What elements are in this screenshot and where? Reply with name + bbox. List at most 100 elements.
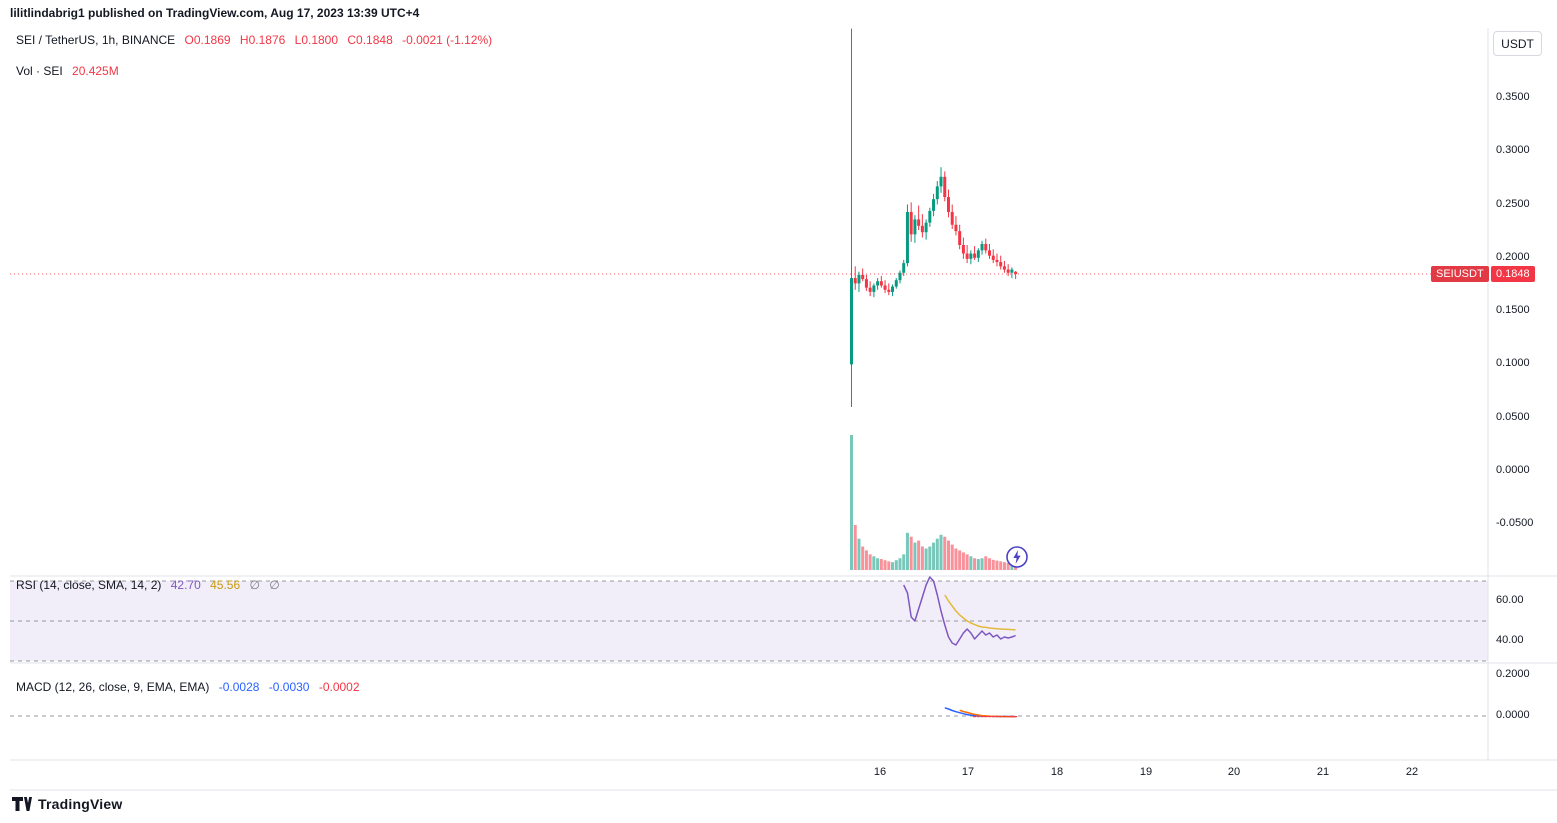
macd-title: MACD (12, 26, close, 9, EMA, EMA)	[16, 680, 210, 694]
volume-bar	[894, 560, 898, 570]
volume-bar	[857, 538, 861, 570]
volume-label: Vol · SEI	[16, 64, 63, 78]
candle-body	[861, 274, 865, 280]
volume-bar	[861, 546, 865, 570]
candle-body	[999, 262, 1003, 267]
volume-bar	[958, 550, 962, 570]
volume-bar	[905, 532, 909, 570]
volume-bar	[883, 560, 887, 570]
volume-bar	[935, 538, 939, 570]
rsi-title: RSI (14, close, SMA, 14, 2)	[16, 578, 162, 592]
candle-body	[864, 279, 868, 288]
volume-bar	[961, 552, 965, 570]
lightning-icon[interactable]	[1005, 545, 1029, 569]
volume-bar	[887, 561, 891, 570]
volume-bar	[891, 562, 895, 570]
volume-bar	[853, 525, 857, 570]
volume-bar	[950, 544, 954, 570]
time-axis-label: 21	[1316, 766, 1330, 778]
volume-bar	[879, 559, 883, 570]
ohlc-high: H0.1876	[239, 33, 286, 47]
footer-brand[interactable]: TradingView	[12, 796, 122, 812]
last-price-badge[interactable]: 0.1848	[1491, 266, 1535, 282]
symbol-title: SEI / TetherUS, 1h, BINANCE	[16, 33, 176, 47]
macd-hist-bar	[988, 716, 992, 718]
candle-body	[969, 253, 973, 259]
price-axis-label: 0.2000	[1496, 250, 1530, 263]
macd-hist-bar	[995, 716, 999, 718]
volume-bar	[984, 556, 988, 570]
macd-hist-value: -0.0028	[218, 680, 260, 694]
macd-hist-bar	[1006, 716, 1010, 718]
candle-body	[995, 259, 999, 263]
macd-hist-bar	[991, 716, 995, 718]
time-axis-label: 16	[873, 766, 887, 778]
candle-body	[887, 289, 891, 292]
candle-body	[909, 211, 913, 235]
candle-body	[984, 243, 988, 251]
symbol-price-badge[interactable]: SEIUSDT	[1431, 266, 1489, 282]
candle-body	[902, 263, 906, 273]
macd-hist-bar	[1010, 716, 1014, 718]
price-axis-label: 0.3000	[1496, 144, 1530, 157]
candle-body	[935, 186, 939, 200]
candle-body	[891, 286, 895, 292]
volume-bar	[954, 548, 958, 570]
price-axis-label: -0.0500	[1496, 517, 1534, 530]
candle-body	[973, 253, 977, 258]
volume-value: 20.425M	[72, 64, 119, 78]
macd-axis-label: 0.0000	[1496, 709, 1530, 721]
volume-bar	[932, 542, 936, 570]
macd-legend[interactable]: MACD (12, 26, close, 9, EMA, EMA) -0.002…	[16, 680, 366, 694]
candle-body	[876, 281, 880, 286]
ohlc-low: L0.1800	[294, 33, 339, 47]
price-axis-label: 0.1000	[1496, 357, 1530, 370]
volume-bar	[850, 435, 853, 570]
volume-bar	[868, 554, 872, 570]
candle-body	[894, 280, 898, 287]
candle-body	[932, 199, 936, 211]
ohlc-close: C0.1848	[347, 33, 393, 47]
candle-body	[924, 222, 928, 233]
volume-legend[interactable]: Vol · SEI 20.425M	[16, 64, 125, 78]
candle-body	[943, 176, 947, 198]
macd-line-value: -0.0030	[268, 680, 310, 694]
candle-body	[920, 225, 924, 233]
volume-bar	[920, 546, 924, 570]
candle-body	[988, 250, 992, 256]
price-axis-label: 0.0000	[1496, 464, 1530, 476]
volume-bar	[898, 558, 902, 570]
macd-hist-bar	[984, 716, 988, 718]
volume-bar	[946, 540, 950, 570]
candle-body	[913, 219, 917, 235]
volume-bar	[1002, 562, 1006, 570]
volume-bar	[1006, 562, 1010, 570]
volume-bar	[980, 558, 984, 570]
volume-bar	[973, 558, 977, 570]
candle-body	[965, 253, 969, 259]
time-axis-label: 17	[961, 766, 975, 778]
time-axis-label: 19	[1139, 766, 1153, 778]
rsi-axis-label: 40.00	[1496, 634, 1524, 646]
rsi-legend[interactable]: RSI (14, close, SMA, 14, 2) 42.70 45.56 …	[16, 578, 286, 592]
macd-signal-value: -0.0002	[318, 680, 360, 694]
candle-body	[853, 278, 857, 284]
volume-bar	[969, 556, 973, 570]
symbol-legend[interactable]: SEI / TetherUS, 1h, BINANCE O0.1869 H0.1…	[16, 33, 498, 47]
currency-usdt-button[interactable]: USDT	[1493, 31, 1542, 56]
volume-bar	[864, 550, 868, 570]
publish-caption: lilitlindabrig1 published on TradingView…	[10, 6, 420, 20]
time-axis-label: 20	[1227, 766, 1241, 778]
volume-bar	[917, 540, 921, 570]
volume-bar	[876, 558, 880, 570]
rsi-axis-label: 60.00	[1496, 594, 1524, 606]
candle-body	[898, 272, 902, 281]
candle-body	[939, 176, 943, 187]
volume-bar	[943, 536, 947, 570]
volume-bar	[976, 559, 980, 570]
price-axis-label: 0.2500	[1496, 197, 1530, 210]
macd-hist-bar	[1002, 716, 1006, 718]
candle-body	[950, 211, 954, 225]
